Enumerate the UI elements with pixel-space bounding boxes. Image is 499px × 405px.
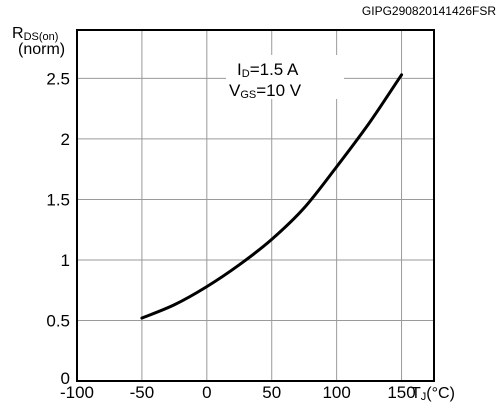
x-axis-label: TJ(°C) — [411, 385, 455, 403]
y-axis-label-main: R — [12, 25, 24, 42]
plot-frame — [76, 29, 435, 382]
y-tick-label-1: 0.5 — [46, 311, 70, 330]
x-tick-label-0: -100 — [60, 383, 94, 402]
x-tick-label-1: -50 — [130, 383, 155, 402]
svg-text:RDS(on): RDS(on) — [12, 25, 58, 43]
x-tick-labels: -100 -50 0 50 100 150 — [60, 383, 416, 402]
x-tick-label-4: 100 — [322, 383, 350, 402]
y-axis-label-unit: (norm) — [18, 41, 65, 58]
series-line — [140, 73, 404, 320]
x-axis-label-unit: (°C) — [426, 385, 455, 402]
y-tick-label-0: 0 — [61, 369, 70, 388]
x-axis-label-sub: J — [421, 391, 427, 403]
svg-text:TJ(°C): TJ(°C) — [411, 385, 455, 403]
y-tick-label-4: 2 — [61, 130, 70, 149]
annotation-vgs: VGS=10 V — [229, 81, 302, 101]
x-tick-label-3: 50 — [262, 383, 281, 402]
annotation-id: ID=1.5 A — [237, 60, 299, 80]
x-tick-label-2: 0 — [202, 383, 211, 402]
chart-reference-code: GIPG290820141426FSR — [362, 4, 496, 18]
y-tick-labels: 0 0.5 1 1.5 2 2.5 — [46, 69, 70, 388]
annotation-box: ID=1.5 A VGS=10 V — [226, 55, 344, 101]
annotation-background — [226, 55, 344, 99]
y-axis-label: RDS(on) (norm) — [12, 25, 65, 58]
y-tick-label-2: 1 — [61, 251, 70, 270]
x-tick-label-5: 150 — [387, 383, 415, 402]
x-axis-label-main: T — [411, 385, 421, 402]
y-tick-label-3: 1.5 — [46, 190, 70, 209]
y-tick-label-5: 2.5 — [46, 69, 70, 88]
y-axis-label-sub: DS(on) — [24, 31, 59, 43]
